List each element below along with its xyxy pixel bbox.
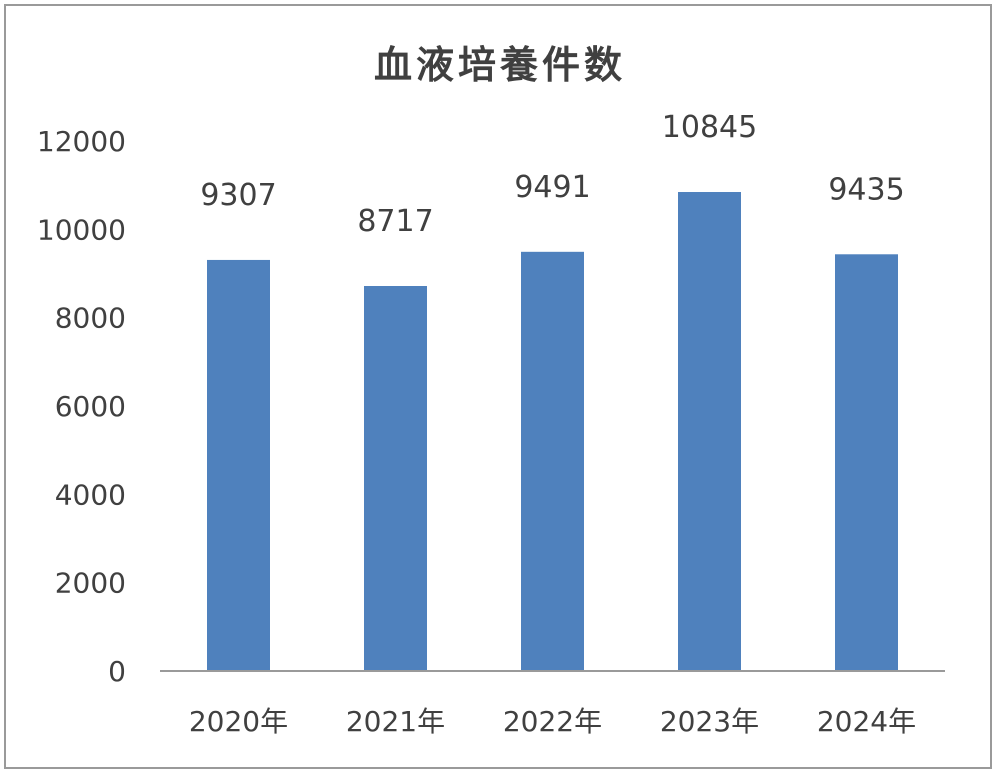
x-axis-ticks: 2020年 2021年 2022年 2023年 2024年 bbox=[189, 705, 916, 738]
y-tick-label: 2000 bbox=[55, 567, 126, 600]
y-axis-ticks: 0 2000 4000 6000 8000 10000 12000 bbox=[37, 125, 126, 688]
bar bbox=[678, 192, 741, 671]
y-tick-label: 0 bbox=[108, 655, 126, 688]
y-tick-label: 10000 bbox=[37, 213, 126, 246]
y-tick-label: 12000 bbox=[37, 125, 126, 158]
x-tick-label: 2024年 bbox=[817, 705, 916, 738]
chart-title: 血液培養件数 bbox=[374, 43, 626, 87]
data-label: 8717 bbox=[357, 204, 433, 239]
data-label: 10845 bbox=[662, 110, 757, 145]
y-tick-label: 6000 bbox=[55, 390, 126, 423]
x-tick-label: 2020年 bbox=[189, 705, 288, 738]
bars bbox=[207, 192, 898, 672]
x-tick-label: 2023年 bbox=[660, 705, 759, 738]
data-label: 9491 bbox=[514, 170, 590, 205]
data-labels: 9307 8717 9491 10845 9435 bbox=[200, 110, 904, 239]
data-label: 9435 bbox=[828, 172, 904, 207]
data-label: 9307 bbox=[200, 178, 276, 213]
x-tick-label: 2021年 bbox=[346, 705, 445, 738]
bar bbox=[835, 254, 898, 671]
x-tick-label: 2022年 bbox=[503, 705, 602, 738]
y-tick-label: 8000 bbox=[55, 302, 126, 335]
chart-frame bbox=[4, 4, 992, 769]
y-tick-label: 4000 bbox=[55, 478, 126, 511]
bar bbox=[207, 259, 270, 671]
bar bbox=[521, 251, 584, 672]
bar bbox=[364, 285, 427, 671]
